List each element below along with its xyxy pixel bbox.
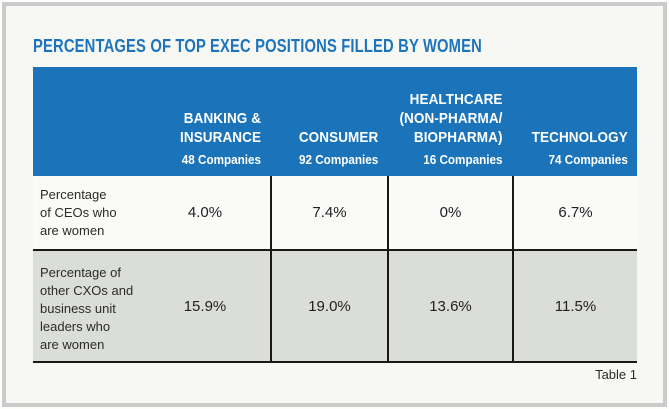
column-companies-count: 48 Companies (181, 152, 261, 167)
value-cell-healthcare: 0% (387, 176, 512, 249)
column-name: CONSUMER (298, 129, 378, 146)
header-cell-consumer: CONSUMER 92 Companies (270, 67, 387, 176)
value-cell-technology: 11.5% (512, 251, 637, 361)
figure-title: PERCENTAGES OF TOP EXEC POSITIONS FILLED… (33, 36, 482, 56)
column-companies-count: 92 Companies (298, 152, 378, 167)
header-cell-spacer (33, 67, 140, 176)
value-cell-consumer: 19.0% (270, 251, 387, 361)
column-companies-count: 74 Companies (548, 152, 628, 167)
header-cell-content: BANKING & INSURANCE 48 Companies (180, 109, 261, 167)
value-cell-banking: 4.0% (187, 204, 223, 221)
table-caption: Table 1 (595, 367, 637, 382)
row-label: Percentage of other CXOs and business un… (40, 265, 134, 352)
column-name: TECHNOLOGY (531, 129, 628, 146)
column-name: BANKING & INSURANCE (179, 110, 261, 146)
header-cell-content: HEALTHCARE (NON-PHARMA/ BIOPHARMA) 16 Co… (400, 90, 503, 167)
column-companies-count: 16 Companies (423, 152, 503, 167)
header-cell-technology: TECHNOLOGY 74 Companies (512, 67, 637, 176)
header-cell-healthcare: HEALTHCARE (NON-PHARMA/ BIOPHARMA) 16 Co… (387, 67, 512, 176)
header-cell-content: CONSUMER 92 Companies (299, 128, 378, 167)
value-cell-consumer: 7.4% (270, 176, 387, 249)
header-cell-banking-insurance: BANKING & INSURANCE 48 Companies (140, 67, 270, 176)
value-cell-technology: 6.7% (512, 176, 637, 249)
exec-positions-table: BANKING & INSURANCE 48 Companies CONSUME… (33, 67, 637, 363)
table-header-row: BANKING & INSURANCE 48 Companies CONSUME… (33, 67, 637, 176)
header-cell-content: TECHNOLOGY 74 Companies (532, 128, 628, 167)
table-row-cxos: Percentage of other CXOs and business un… (33, 251, 637, 363)
table-row-ceos: Percentage of CEOs who are women 4.0% 7.… (33, 176, 637, 251)
row-label: Percentage of CEOs who are women (40, 187, 117, 238)
column-name: HEALTHCARE (NON-PHARMA/ BIOPHARMA) (399, 91, 503, 146)
value-cell-healthcare: 13.6% (387, 251, 512, 361)
value-cell-banking: 15.9% (183, 297, 227, 315)
